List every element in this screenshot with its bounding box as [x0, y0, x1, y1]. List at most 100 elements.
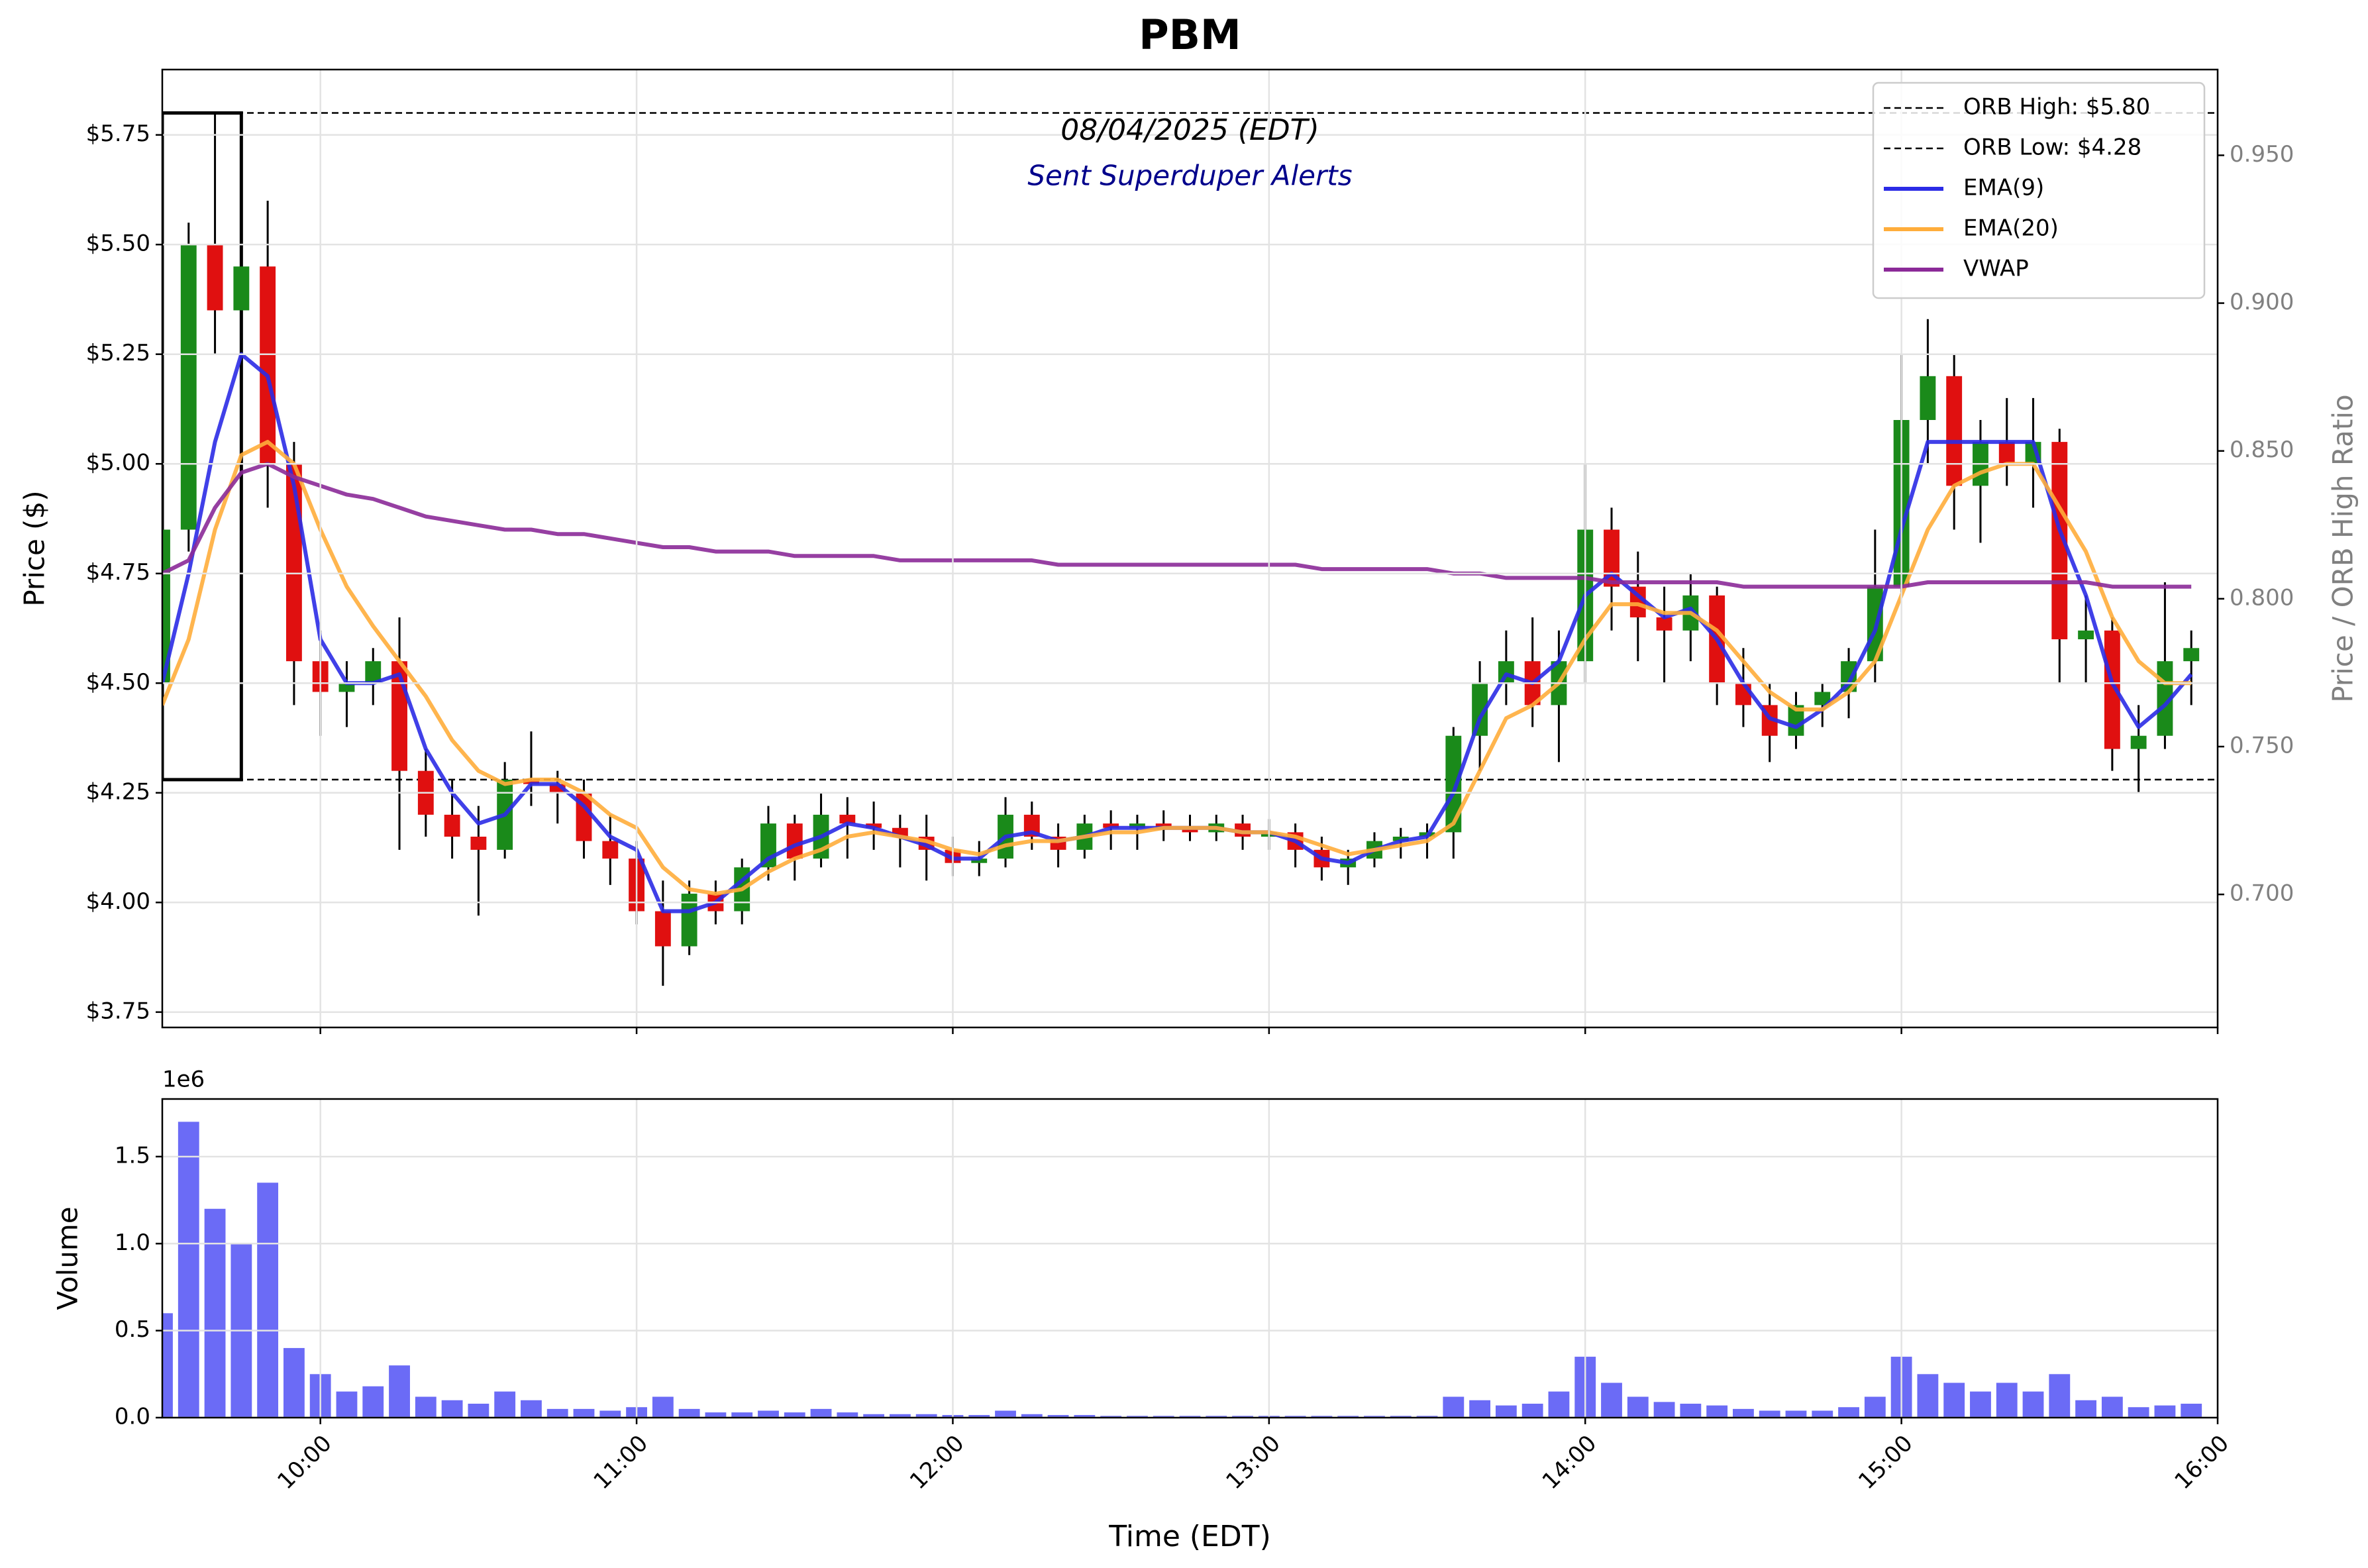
- candle-body: [470, 836, 487, 850]
- volume-bar: [1838, 1407, 1859, 1418]
- candle-body: [2183, 648, 2200, 662]
- orb-box: [162, 111, 243, 782]
- legend-label: EMA(9): [1963, 175, 2044, 201]
- volume-bar: [915, 1414, 937, 1418]
- legend-label: ORB Low: $4.28: [1963, 134, 2141, 161]
- price-plot-area: [162, 111, 2218, 986]
- candle-body: [1103, 823, 1119, 828]
- volume-bar: [1284, 1416, 1306, 1418]
- volume-bar: [441, 1400, 463, 1418]
- y2-tick-label: 0.750: [2230, 733, 2294, 759]
- candle-body: [2130, 735, 2147, 749]
- volume-bar: [2128, 1407, 2149, 1418]
- candle-body: [1472, 683, 1488, 736]
- volume-bar: [204, 1208, 226, 1418]
- y-tick-label: 1.5: [115, 1142, 150, 1169]
- y2-tick-label: 0.950: [2230, 141, 2294, 168]
- candle-body: [444, 814, 460, 837]
- candle-body: [1656, 617, 1673, 631]
- volume-bar: [415, 1396, 437, 1418]
- candle-body: [971, 859, 988, 863]
- y-tick-label: $5.50: [86, 231, 150, 257]
- volume-bar: [731, 1412, 753, 1418]
- candle-body: [1841, 661, 1857, 692]
- indicator-line: [162, 462, 2192, 589]
- volume-bar: [1495, 1405, 1517, 1418]
- volume-bar: [1548, 1391, 1570, 1418]
- volume-bar: [1733, 1408, 1754, 1418]
- candle-body: [1392, 836, 1409, 841]
- volume-bar: [1337, 1416, 1359, 1418]
- volume-bar: [1970, 1391, 1991, 1418]
- volume-bar: [1653, 1402, 1675, 1418]
- volume-bar: [1127, 1416, 1148, 1418]
- y-tick-label: 0.5: [115, 1316, 150, 1343]
- volume-bar: [1443, 1396, 1465, 1418]
- y2-tick-label: 0.800: [2230, 584, 2294, 611]
- volume-bar: [336, 1391, 358, 1418]
- volume-bar: [1680, 1403, 1702, 1418]
- legend-label: ORB High: $5.80: [1963, 94, 2150, 121]
- y-tick-label: $5.00: [86, 450, 150, 476]
- volume-bar: [1416, 1416, 1438, 1418]
- offset-label: 1e6: [162, 1067, 205, 1093]
- volume-bar: [521, 1400, 542, 1418]
- volume-bar: [1153, 1416, 1174, 1418]
- volume-bar: [546, 1408, 568, 1418]
- candle-body: [1946, 376, 1963, 486]
- y-tick-label: $4.00: [86, 888, 150, 915]
- y2-tick-label: 0.700: [2230, 880, 2294, 907]
- volume-bar: [257, 1182, 279, 1418]
- volume-bar: [705, 1412, 727, 1418]
- candle-body: [2104, 630, 2120, 749]
- volume-bar: [573, 1408, 595, 1418]
- candle-body: [207, 244, 223, 311]
- volume-bar: [162, 1313, 173, 1418]
- volume-bar: [1996, 1383, 2018, 1418]
- candle-body: [839, 814, 856, 824]
- volume-bar: [1311, 1416, 1333, 1418]
- volume-bar: [995, 1410, 1016, 1418]
- legend-label: VWAP: [1963, 256, 2029, 282]
- volume-bar: [968, 1415, 990, 1418]
- volume-bar: [599, 1410, 621, 1418]
- date-annotation: 08/04/2025 (EDT): [1060, 113, 1319, 147]
- volume-bar: [1706, 1405, 1728, 1418]
- alert-annotation: Sent Superduper Alerts: [1027, 160, 1352, 192]
- volume-bar: [810, 1408, 832, 1418]
- candle-body: [1155, 823, 1172, 828]
- volume-bar: [2181, 1403, 2202, 1418]
- volume-bar: [1364, 1416, 1385, 1418]
- volume-bar: [1206, 1416, 1227, 1418]
- volume-bar: [1469, 1400, 1491, 1418]
- axes-frame: [161, 68, 2219, 1029]
- candle-body: [233, 266, 250, 311]
- y-tick-label: 0.0: [115, 1404, 150, 1430]
- candle-body: [260, 266, 276, 464]
- y2-tick-label: 0.900: [2230, 289, 2294, 315]
- volume-bar: [652, 1396, 674, 1418]
- volume-bar: [2075, 1400, 2097, 1418]
- volume-bar: [758, 1410, 779, 1418]
- legend-box: [1872, 81, 2206, 299]
- volume-bar: [1232, 1416, 1253, 1418]
- y2-tick-label: 0.850: [2230, 437, 2294, 463]
- candle-body: [1604, 529, 1620, 587]
- volume-bar: [1627, 1396, 1649, 1418]
- candle-body: [2051, 442, 2068, 640]
- volume-bar: [2022, 1391, 2044, 1418]
- volume-bar: [863, 1414, 885, 1418]
- candle-body: [523, 779, 539, 784]
- y-tick-label: $3.75: [86, 998, 150, 1024]
- volume-bar: [468, 1403, 489, 1418]
- candle-body: [1445, 735, 1462, 833]
- indicator-line: [162, 440, 2192, 896]
- volume-bar: [1074, 1415, 1096, 1418]
- volume-bar: [1864, 1396, 1886, 1418]
- volume-bar: [1390, 1416, 1412, 1418]
- candle-body: [1788, 705, 1804, 736]
- volume-bar: [362, 1386, 384, 1418]
- candle-body: [338, 683, 355, 692]
- candle-body: [786, 823, 803, 859]
